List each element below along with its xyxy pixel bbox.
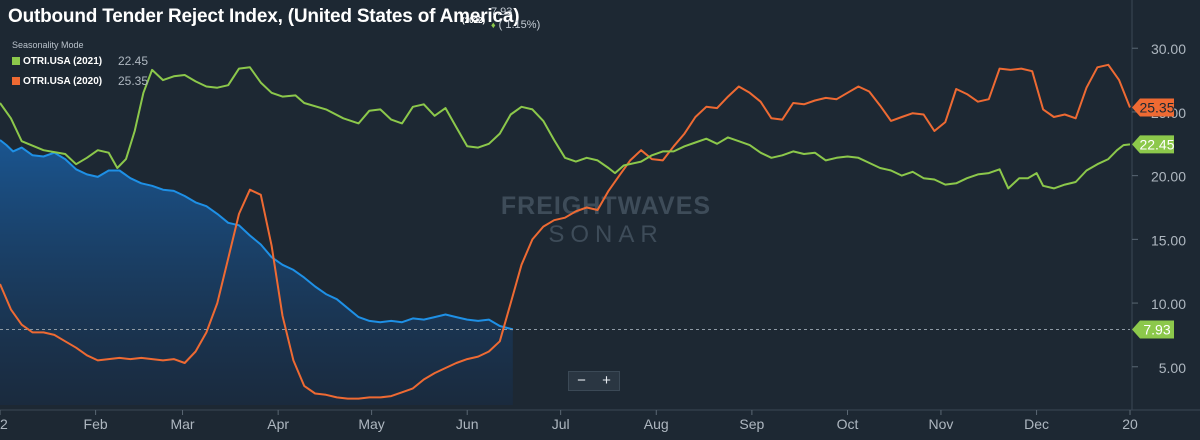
end-label-2020-bg (1132, 98, 1174, 117)
series-2022-line (0, 139, 514, 331)
x-tick-label: Jul (552, 416, 570, 432)
watermark-line2: SONAR (548, 221, 663, 248)
x-tick-label: Apr (267, 416, 289, 432)
up-arrow-icon: ♦ (491, 20, 496, 30)
legend-swatch-2020 (12, 77, 20, 86)
zoom-controls: − + (568, 371, 620, 391)
chart-title: Outbound Tender Reject Index, (United St… (8, 6, 520, 27)
change-value: ( 1.15%) (498, 19, 541, 31)
series-2020-line (0, 63, 1131, 400)
legend-label-2020: OTRI.USA (2020) (23, 76, 103, 87)
x-tick-label: May (358, 416, 384, 432)
x-tick-label: Aug (644, 416, 669, 432)
y-tick-label: 15.00 (1151, 232, 1186, 248)
zoom-in-button[interactable]: + (602, 372, 611, 389)
zoom-out-button[interactable]: − (577, 372, 586, 389)
change-indicator: ♦ ( 1.15%) (491, 19, 540, 31)
x-tick-label: 20 (1122, 416, 1138, 432)
x-tick-label: Oct (837, 416, 859, 432)
x-tick-label: Nov (928, 416, 953, 432)
y-tick-label: 5.00 (1159, 360, 1186, 376)
x-tick-label: 22 (0, 416, 8, 432)
legend-item-2020[interactable]: OTRI.USA (2020) 25.35 (12, 74, 148, 88)
y-tick-label: 30.00 (1151, 41, 1186, 57)
y-tick-label: 20.00 (1151, 169, 1186, 185)
series-2021-line (0, 66, 1131, 190)
series-2022-area (0, 140, 513, 405)
legend-swatch-2021 (12, 57, 20, 66)
x-tick-label: Dec (1024, 416, 1049, 432)
end-label-2021-bg (1132, 135, 1174, 154)
x-tick-label: Jun (456, 416, 479, 432)
x-tick-label: Mar (170, 416, 194, 432)
year-tag: (2022) (462, 16, 486, 25)
seasonality-mode-label: Seasonality Mode (12, 40, 84, 50)
y-tick-label: 10.00 (1151, 296, 1186, 312)
legend-value-2021: 22.45 (118, 54, 149, 68)
x-tick-label: Sep (739, 416, 764, 432)
legend-label-2021: OTRI.USA (2021) (23, 56, 103, 67)
end-label-current: 7.93 (1143, 321, 1170, 337)
current-value: 7.93 (491, 6, 513, 18)
end-label-2020: 25.35 (1139, 99, 1174, 115)
legend-value-2020: 25.35 (118, 74, 149, 88)
legend-item-2021[interactable]: OTRI.USA (2021) 22.45 (12, 54, 148, 68)
x-tick-label: Feb (84, 416, 108, 432)
end-label-current-bg (1132, 320, 1174, 339)
end-label-2021: 22.45 (1139, 136, 1174, 152)
